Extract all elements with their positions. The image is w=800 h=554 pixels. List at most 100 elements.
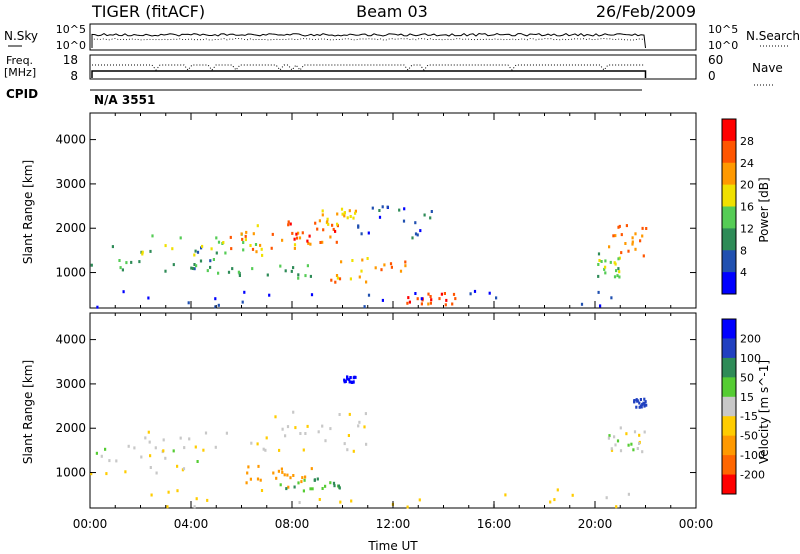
heatmap-cell xyxy=(166,505,169,509)
heatmap-cell xyxy=(427,292,430,296)
heatmap-cell xyxy=(257,464,260,468)
heatmap-cell xyxy=(274,415,277,419)
heatmap-cell xyxy=(176,489,179,493)
x-tick-label: 20:00 xyxy=(578,517,613,531)
heatmap-cell xyxy=(105,472,108,476)
heatmap-cell xyxy=(194,445,197,449)
heatmap-cell xyxy=(254,243,258,246)
heatmap-cell xyxy=(613,275,617,279)
heatmap-cell xyxy=(636,447,639,450)
heatmap-cell xyxy=(313,478,316,482)
heatmap-cell xyxy=(416,233,419,237)
heatmap-cell xyxy=(256,442,259,446)
heatmap-cell xyxy=(300,480,303,484)
heatmap-cell xyxy=(261,253,264,257)
heatmap-cell xyxy=(224,251,227,255)
freq-label-line2: [MHz] xyxy=(4,66,36,79)
heatmap-cell xyxy=(336,222,339,226)
heatmap-cell xyxy=(336,212,339,216)
heatmap-cell xyxy=(358,420,361,424)
velocity-panel: 4000 3000 2000 1000 00:00 04:00 08:00 12:00 16:… xyxy=(21,312,771,553)
heatmap-cell xyxy=(599,304,602,308)
heatmap-cell xyxy=(304,274,307,278)
heatmap-cell xyxy=(341,212,344,216)
heatmap-cell xyxy=(302,489,305,493)
colorbar-tick-label: 15 xyxy=(740,391,754,404)
heatmap-cell xyxy=(444,303,447,307)
heatmap-cell xyxy=(249,244,252,247)
heatmap-cell xyxy=(625,224,628,228)
heatmap-cell xyxy=(430,210,433,213)
heatmap-cell xyxy=(321,213,324,217)
noise-sky-label: N.Sky xyxy=(4,29,38,43)
colorbar-tick-label: 100 xyxy=(740,352,761,365)
heatmap-cell xyxy=(339,500,342,504)
colorbar-segment xyxy=(722,396,736,417)
freq-line xyxy=(91,70,647,78)
heatmap-cell xyxy=(597,263,600,266)
heatmap-cell xyxy=(427,302,430,306)
heatmap-cell xyxy=(144,436,147,440)
heatmap-cell xyxy=(316,477,319,481)
heatmap-cell xyxy=(306,239,309,243)
heatmap-cell xyxy=(275,476,278,480)
heatmap-cell xyxy=(346,216,349,220)
heatmap-cell xyxy=(250,441,253,445)
heatmap-cell xyxy=(641,234,644,238)
colorbar-segment xyxy=(722,162,736,186)
heatmap-cell xyxy=(297,481,300,485)
heatmap-cell xyxy=(283,473,286,477)
heatmap-cell xyxy=(256,224,259,228)
heatmap-cell xyxy=(304,475,307,479)
heatmap-cell xyxy=(454,297,457,301)
heatmap-cell xyxy=(619,449,623,453)
heatmap-cell xyxy=(347,434,350,437)
heatmap-cell xyxy=(349,215,352,218)
heatmap-cell xyxy=(314,221,317,225)
heatmap-cell xyxy=(365,442,368,446)
time-axis-label: Time UT xyxy=(367,539,418,553)
heatmap-cell xyxy=(638,433,641,437)
heatmap-cell xyxy=(620,251,623,255)
heatmap-cell xyxy=(597,274,600,278)
heatmap-cell xyxy=(286,425,290,429)
heatmap-cell xyxy=(335,274,339,277)
heatmap-cell xyxy=(627,492,630,496)
heatmap-cell xyxy=(318,219,321,223)
heatmap-cell xyxy=(251,247,255,251)
heatmap-cell xyxy=(191,267,195,270)
heatmap-cell xyxy=(268,293,271,297)
heatmap-cell xyxy=(644,400,647,404)
heatmap-cell xyxy=(244,234,247,238)
heatmap-cell xyxy=(301,231,304,235)
heatmap-cell xyxy=(383,263,386,267)
heatmap-cell xyxy=(124,470,127,474)
heatmap-cell xyxy=(122,290,125,294)
heatmap-cell xyxy=(225,431,228,435)
heatmap-cell xyxy=(334,229,337,233)
heatmap-cell xyxy=(411,236,414,240)
heatmap-cell xyxy=(349,277,352,281)
heatmap-cell xyxy=(363,425,366,429)
velocity-colorbar-label: Velocity [m s^-1] xyxy=(757,360,771,464)
colorbar-tick-label: 24 xyxy=(740,157,754,170)
heatmap-cell xyxy=(302,448,305,452)
heatmap-cell xyxy=(333,484,336,488)
heatmap-cell xyxy=(172,263,175,267)
heatmap-cell xyxy=(309,242,312,246)
noise-panel-frame xyxy=(89,23,697,51)
heatmap-cell xyxy=(627,443,630,447)
heatmap-cell xyxy=(597,252,601,256)
heatmap-cell xyxy=(149,249,152,253)
heatmap-cell xyxy=(265,436,268,440)
power-colorbar: 28 24 20 16 12 8 4 xyxy=(721,118,754,295)
heatmap-cell xyxy=(154,446,157,450)
heatmap-cell xyxy=(452,292,456,296)
freq-tick-bottom: 8 xyxy=(70,69,78,83)
y-tick-label: 1000 xyxy=(55,466,86,480)
heatmap-cell xyxy=(193,253,196,257)
heatmap-cell xyxy=(215,236,218,240)
heatmap-cell xyxy=(631,240,634,244)
heatmap-cell xyxy=(338,486,341,490)
velocity-heatmap xyxy=(90,375,648,509)
